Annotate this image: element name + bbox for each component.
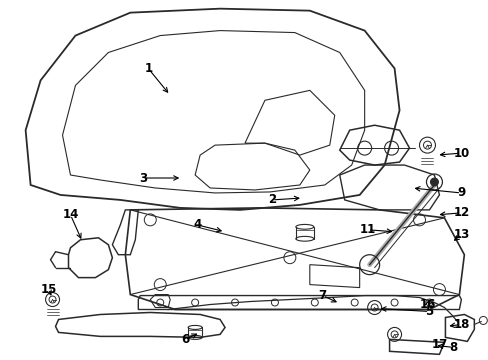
Text: 1: 1 (144, 62, 152, 75)
Text: 2: 2 (267, 193, 275, 206)
Text: 11: 11 (359, 223, 375, 236)
Text: 15: 15 (41, 283, 57, 296)
Text: 13: 13 (452, 228, 468, 241)
Text: 12: 12 (452, 206, 468, 219)
Text: 16: 16 (418, 298, 435, 311)
Text: 17: 17 (430, 338, 447, 351)
Text: 9: 9 (456, 186, 465, 199)
Text: 10: 10 (452, 147, 468, 159)
Text: 5: 5 (425, 305, 433, 318)
Text: 6: 6 (181, 333, 189, 346)
Text: 18: 18 (452, 318, 468, 331)
Text: 3: 3 (139, 171, 147, 185)
Text: 7: 7 (318, 289, 326, 302)
Circle shape (429, 178, 438, 186)
Text: 8: 8 (448, 341, 457, 354)
Text: 4: 4 (193, 218, 201, 231)
Text: 14: 14 (62, 208, 79, 221)
